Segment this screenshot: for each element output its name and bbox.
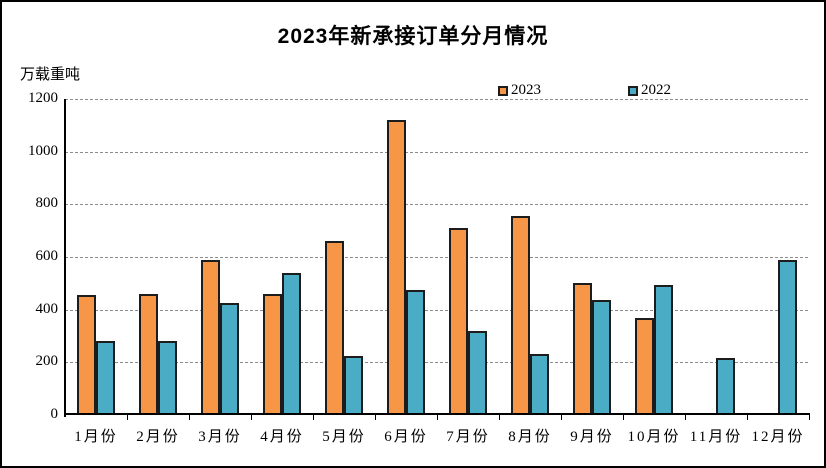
y-tick-label-0: 0: [50, 406, 59, 422]
x-tick-label-9月份: 9月份: [570, 429, 614, 445]
x-tick-label-6月份: 6月份: [384, 429, 428, 445]
y-axis-unit-label: 万载重吨: [20, 67, 81, 83]
bar-2022-5月份: [344, 355, 363, 415]
x-tick-label-8月份: 8月份: [508, 429, 552, 445]
x-axis-tick: [809, 415, 810, 420]
y-tick-label-400: 400: [35, 300, 59, 317]
x-tick-label-11月份: 11月份: [689, 429, 743, 445]
y-axis-line: [64, 99, 66, 417]
y-tick-label-200: 200: [35, 353, 59, 370]
bar-2022-6月份: [406, 289, 425, 415]
x-axis-tick: [499, 415, 500, 420]
gridline-400: [65, 309, 809, 311]
bar-2022-3月份: [220, 303, 239, 415]
x-tick-label-3月份: 3月份: [198, 429, 242, 445]
bar-2022-8月份: [530, 354, 549, 415]
plot-area: [65, 99, 809, 415]
x-tick-label-12月份: 12月份: [751, 429, 805, 445]
bar-2023-2月份: [139, 293, 158, 415]
x-axis-tick: [127, 415, 128, 420]
legend-swatch: [498, 85, 508, 96]
x-axis-tick: [623, 415, 624, 420]
x-axis-line: [64, 413, 810, 415]
bar-2022-1月份: [96, 341, 115, 415]
bar-2023-3月份: [201, 259, 220, 415]
y-tick-label-800: 800: [35, 195, 59, 212]
y-tick-label-1200: 1200: [28, 90, 58, 106]
bar-2022-11月份: [716, 358, 735, 415]
x-tick-label-5月份: 5月份: [322, 429, 366, 445]
legend-label: 2022: [641, 82, 671, 98]
x-tick-label-10月份: 10月份: [627, 429, 681, 445]
legend-label: 2023: [511, 82, 541, 98]
gridline-1000: [65, 151, 809, 153]
x-axis-tick: [251, 415, 252, 420]
bar-2023-7月份: [449, 228, 468, 415]
x-axis-tick: [561, 415, 562, 420]
bar-2022-4月份: [282, 272, 301, 415]
gridline-1200: [65, 99, 809, 100]
y-tick-label-1000: 1000: [28, 142, 58, 159]
bar-2022-10月份: [654, 284, 673, 415]
y-tick-label-600: 600: [35, 248, 59, 264]
x-axis-tick: [685, 415, 686, 420]
bar-2023-10月份: [635, 317, 654, 415]
gridline-600: [65, 257, 809, 258]
bar-2022-12月份: [778, 259, 797, 415]
bar-2023-1月份: [77, 295, 96, 415]
bar-2022-7月份: [468, 330, 487, 415]
x-tick-label-4月份: 4月份: [260, 429, 304, 445]
x-tick-label-7月份: 7月份: [446, 429, 490, 445]
bar-2022-9月份: [592, 300, 611, 415]
chart-title: 2023年新承接订单分月情况: [277, 25, 549, 48]
legend-item-2023: 2023: [498, 82, 541, 99]
bar-2023-8月份: [511, 216, 530, 415]
x-axis-tick: [189, 415, 190, 420]
x-tick-label-1月份: 1月份: [74, 429, 118, 445]
gridline-800: [65, 204, 809, 206]
x-axis-tick: [375, 415, 376, 420]
legend-swatch: [628, 85, 638, 96]
x-tick-label-2月份: 2月份: [136, 429, 180, 445]
legend-item-2022: 2022: [628, 82, 671, 99]
x-axis-tick: [313, 415, 314, 420]
x-axis-tick: [437, 415, 438, 420]
bar-2023-5月份: [325, 241, 344, 415]
bar-2023-4月份: [263, 293, 282, 415]
bar-2022-2月份: [158, 341, 177, 415]
gridline-200: [65, 362, 809, 364]
bar-2023-9月份: [573, 283, 592, 415]
x-axis-tick: [747, 415, 748, 420]
bar-2023-6月份: [387, 120, 406, 415]
